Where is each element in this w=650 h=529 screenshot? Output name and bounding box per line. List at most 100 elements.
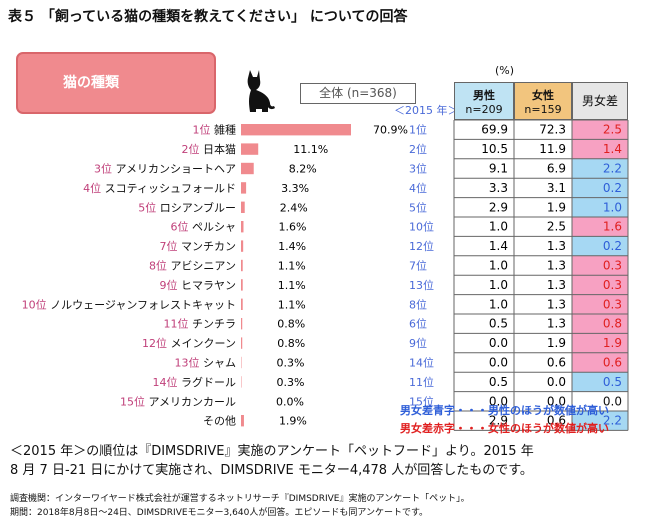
female-value: 1.3 — [547, 259, 566, 273]
male-sample-size: n=209 — [465, 103, 503, 116]
category-label: 14位 ラグドール — [153, 375, 237, 389]
male-value: 0.0 — [489, 394, 508, 408]
data-label: 1.9% — [279, 415, 307, 428]
diff-cell-bg — [572, 255, 628, 276]
bar — [241, 318, 243, 330]
female-value: 1.3 — [547, 297, 566, 311]
data-label: 8.2% — [289, 163, 317, 176]
period-info: 期間：2018年8月8日〜24日、DIMSDRIVEモニター3,640人が回答。… — [10, 508, 429, 518]
diff-value: 1.4 — [603, 142, 622, 156]
rank-2015: 14位 — [409, 356, 434, 370]
diff-cell-bg — [572, 411, 628, 431]
bar — [241, 259, 243, 272]
female-value: 1.3 — [547, 317, 566, 331]
bar — [241, 221, 244, 233]
category-label: 15位 アメリカンカール — [120, 394, 236, 408]
bar — [241, 337, 243, 349]
category-label: 7位 マンチカン — [160, 239, 237, 253]
female-sample-size: n=159 — [524, 103, 562, 116]
category-label: 2位 日本猫 — [182, 142, 237, 156]
female-value: 2.5 — [547, 220, 566, 234]
diff-value: 0.3 — [603, 297, 622, 311]
diff-cell-bg — [572, 294, 628, 314]
rank-2015: 8位 — [409, 297, 427, 311]
rank-2015: 4位 — [409, 181, 427, 195]
data-label: 1.1% — [278, 260, 306, 273]
category-label: 5位 ロシアンブルー — [138, 200, 236, 214]
diff-value: 0.0 — [603, 394, 622, 408]
rank-2015: 3位 — [409, 162, 427, 176]
note-blue: 男女差青字・・・男性のほうが数値が高い — [400, 404, 609, 417]
diff-cell-bg — [572, 158, 628, 179]
male-value: 1.0 — [489, 259, 508, 273]
female-header: 女性 n=159 — [514, 82, 572, 120]
male-header-label: 男性 — [473, 89, 495, 102]
diff-value: 0.5 — [603, 375, 622, 389]
rank-2015: 1位 — [409, 123, 427, 137]
male-value: 0.0 — [489, 356, 508, 370]
category-label: 12位 メインクーン — [142, 336, 236, 350]
diff-cell-bg — [572, 120, 628, 140]
bar — [241, 415, 244, 427]
female-value: 0.0 — [547, 375, 566, 389]
male-value: 69.9 — [481, 123, 508, 137]
bar — [241, 279, 243, 291]
male-value: 1.0 — [489, 278, 508, 292]
diff-cell-bg — [572, 197, 628, 217]
rank-2015: 6位 — [409, 317, 427, 331]
category-label: 8位 アビシニアン — [149, 259, 236, 273]
male-value: 1.0 — [489, 297, 508, 311]
diff-value: 0.3 — [603, 278, 622, 292]
bar — [241, 124, 351, 136]
female-value: 72.3 — [539, 123, 566, 137]
rank-2015: 12位 — [409, 239, 434, 253]
diff-value: 0.6 — [603, 356, 622, 370]
rank-2015: 11位 — [409, 375, 434, 389]
survey-info: 調査機関：インターワイヤード株式会社が運営するネットリサーチ『DIMSDRIVE… — [10, 494, 470, 504]
bar — [241, 201, 245, 213]
year-2015-header: ＜2015 年＞ — [394, 104, 459, 117]
footnote-line2: 8 月 7 日-21 日にかけて実施され、DIMSDRIVE モニター4,478… — [10, 463, 533, 478]
diff-value: 1.6 — [603, 220, 622, 234]
category-label: 11位 チンチラ — [164, 317, 237, 331]
bar — [241, 298, 243, 310]
data-label: 0.3% — [276, 376, 304, 389]
female-value: 1.3 — [547, 239, 566, 253]
bar — [241, 182, 247, 194]
rank-2015: 7位 — [409, 259, 427, 273]
male-value: 9.1 — [489, 162, 508, 176]
male-header: 男性 n=209 — [454, 82, 514, 120]
diff-value: 1.0 — [603, 200, 622, 214]
unit-label: (%) — [495, 64, 515, 77]
female-header-label: 女性 — [532, 89, 554, 102]
data-label: 1.1% — [278, 279, 306, 292]
diff-header: 男女差 — [572, 82, 628, 120]
category-label: 1位 雑種 — [193, 123, 237, 137]
male-value: 10.5 — [481, 142, 508, 156]
diff-cell-bg — [572, 275, 628, 295]
female-value: 3.1 — [547, 181, 566, 195]
data-label: 2.4% — [280, 201, 308, 214]
page-title: 表５ 「飼っている猫の種類を教えてください」 についての回答 — [8, 9, 408, 25]
diff-cell-bg — [572, 333, 628, 353]
rank-2015: 9位 — [409, 336, 427, 350]
bar — [241, 143, 259, 155]
total-sample-label: 全体 (n=368) — [300, 83, 416, 104]
data-label: 0.3% — [276, 357, 304, 370]
category-label: 4位 スコティッシュフォールド — [83, 181, 236, 195]
cat-icon — [247, 70, 275, 112]
diff-cell-bg — [572, 352, 628, 373]
rank-2015: 13位 — [409, 278, 434, 292]
category-label: その他 — [203, 415, 236, 428]
data-label: 1.1% — [278, 298, 306, 311]
data-label: 1.6% — [278, 221, 306, 234]
rank-2015: 5位 — [409, 200, 427, 214]
diff-cell-bg — [572, 178, 628, 198]
bar — [241, 240, 244, 252]
category-header-label: 猫の種類 — [63, 75, 119, 91]
female-value: 1.3 — [547, 278, 566, 292]
data-label: 0.8% — [277, 318, 305, 331]
diff-cell-bg — [572, 314, 628, 334]
male-value: 2.9 — [489, 200, 508, 214]
male-value: 2.9 — [489, 414, 508, 428]
